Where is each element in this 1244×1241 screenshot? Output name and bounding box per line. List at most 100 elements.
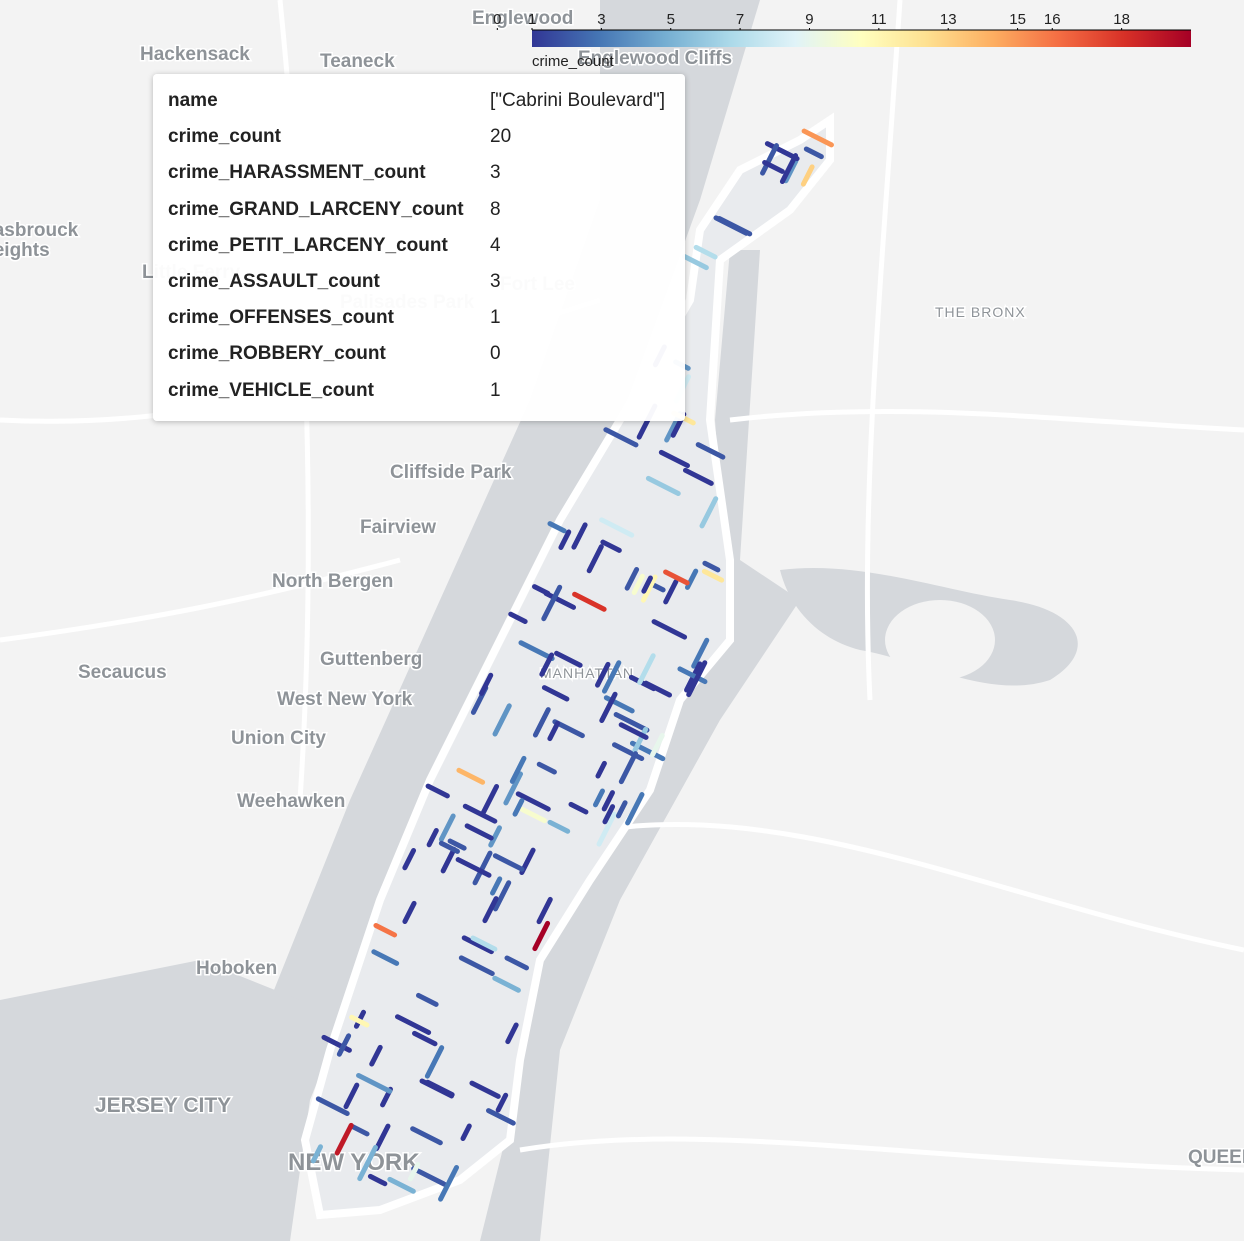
street-segment [637,653,656,685]
street-segment [492,853,525,872]
street-segment [532,920,551,952]
street-segment [602,804,616,825]
street-segment [410,1126,443,1146]
colorbar-tick-label: 15 [1009,11,1026,28]
street-segment [480,783,500,816]
street-segment [519,806,548,824]
street-segment [387,1176,416,1194]
street-segment [425,783,450,799]
street-segment [438,1164,460,1202]
street-segment [572,591,607,612]
street-segment [455,857,492,878]
street-segment [402,900,417,925]
street-segment [518,640,555,662]
street-segment [615,800,628,819]
street-segment [464,823,494,841]
place-label: Secaucus [78,662,167,683]
colorbar-tick-label: 16 [1044,11,1061,28]
tooltip-key: name [168,90,218,111]
tooltip-key: crime_OFFENSES_count [168,307,394,329]
place-label: THE BRONX [935,304,1026,320]
street-segment [631,573,645,596]
street-segment [681,254,709,271]
street-segment [800,164,815,187]
street-segment [349,1014,370,1028]
place-label: Weehawken [237,791,345,812]
street-segment [803,146,824,160]
street-segment [503,771,524,806]
colorbar-tick-label: 1 [528,11,536,28]
street-segment [407,1161,421,1182]
tooltip-key: crime_count [168,126,281,148]
tooltip-value: 3 [490,162,501,184]
colorbar-tick-label: 3 [597,11,605,28]
street-segment [357,1144,379,1182]
place-label: Hoboken [196,958,277,979]
street-segment [458,955,495,977]
place-label: Heights [0,240,50,261]
road [0,557,401,643]
street-segment [394,1014,432,1035]
tooltip-value: 8 [490,198,501,220]
street-segment [447,838,467,851]
tooltip-key: crime_VEHICLE_count [168,379,374,401]
street-segment [426,827,439,848]
street-segment [651,619,688,640]
street-segment [625,792,645,826]
street-segment [438,840,460,854]
street-segment [470,935,498,952]
street-segment [640,574,658,603]
street-segment [541,584,563,622]
tooltip: name ["Cabrini Boulevard"] crime_count 20 cr… [153,74,685,421]
tooltip-value: ["Cabrini Boulevard"] [490,90,666,111]
street-segment [601,790,615,812]
street-segment [624,566,640,591]
place-label: Cliffside Park [390,462,512,483]
colorbar-tick-label: 18 [1113,11,1130,28]
place-label: Hackensack [140,44,250,65]
place-label: West New York [277,689,413,710]
street-segment [699,496,719,529]
street-segment [663,569,690,586]
street-segment [618,722,649,740]
colorbar-tick-label: 5 [667,11,675,28]
street-segment [315,1096,350,1117]
street-segment [600,539,622,553]
place-label: QUEENS [1188,1147,1244,1168]
road [599,822,1244,953]
street-segment [603,427,639,448]
colorbar-tick-label: 7 [736,11,744,28]
street-segment [783,158,799,184]
street-segment [716,215,753,237]
place-label: Fairview [360,517,436,538]
street-segment [482,896,499,924]
tooltip-key: crime_ROBBERY_count [168,343,386,365]
street-segment [495,1092,509,1113]
street-segment [702,560,721,573]
street-segment [599,517,635,538]
street-segment [492,880,512,912]
street-segment [612,742,645,762]
tooltip-key: crime_PETIT_LARCENY_count [168,234,448,256]
street-segment [686,660,708,698]
colorbar-title: crime_count [532,53,615,70]
street-segment [547,521,567,534]
colorbar-tick-label: 11 [871,11,887,28]
place-label: Englewood Cliffs [578,48,732,69]
street-segment [693,244,718,260]
road [729,408,1244,433]
street-segment [411,1166,447,1187]
street-segment [760,143,779,176]
street-segment [593,788,605,808]
tooltip-value: 1 [490,307,501,329]
street-segment [402,848,417,871]
colorbar-tick-label: 0 [493,11,501,28]
east-river [480,250,800,1241]
tooltip-key: crime_HARASSMENT_count [168,162,426,184]
street-segment [764,141,800,162]
street-segment [461,935,494,955]
street-segment [508,611,528,624]
colorbar-tick-label: 13 [940,11,957,28]
